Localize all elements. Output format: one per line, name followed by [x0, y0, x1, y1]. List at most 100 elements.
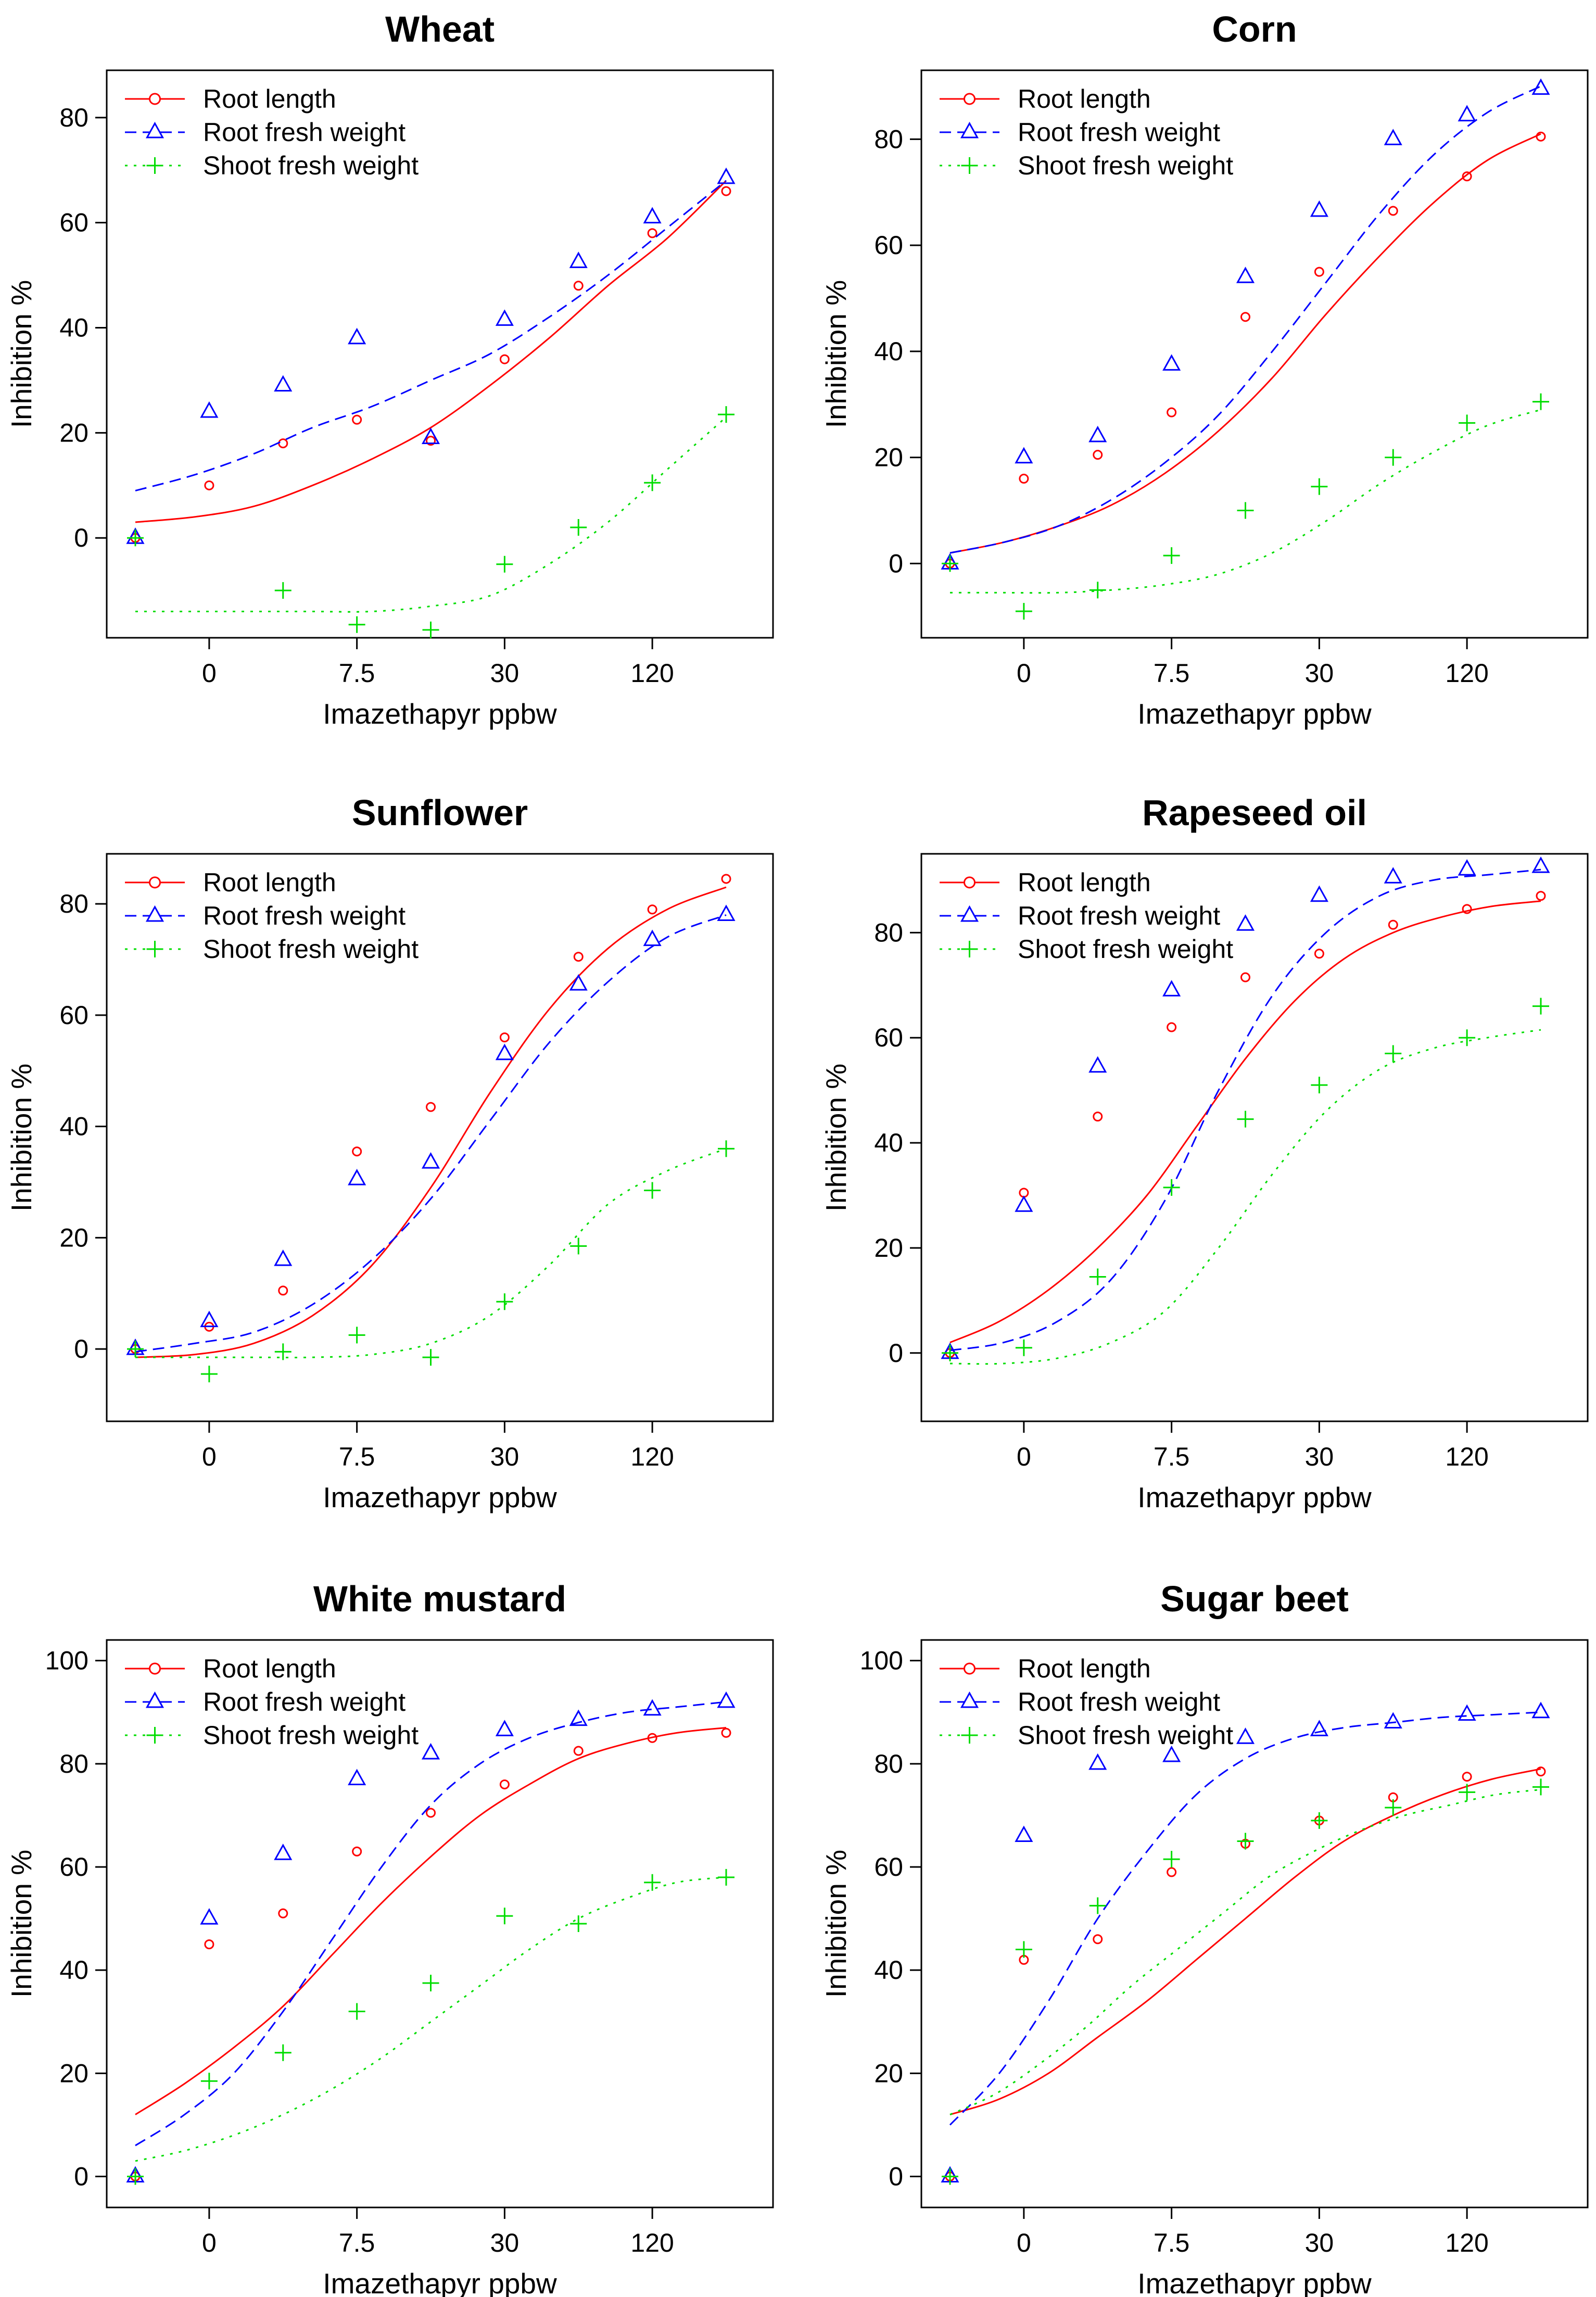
legend-label: Shoot fresh weight — [203, 151, 419, 180]
y-tick-label: 20 — [59, 418, 88, 447]
data-point-shoot-fresh-weight — [1311, 1812, 1328, 1829]
legend-symbol-plus — [146, 941, 163, 957]
x-tick-label: 0 — [1017, 659, 1031, 688]
data-point-root-length — [1240, 972, 1250, 982]
x-axis-label: Imazethapyr ppbw — [323, 1481, 557, 1513]
data-point-root-length — [426, 1102, 436, 1112]
data-point-shoot-fresh-weight — [496, 1293, 513, 1310]
y-tick-label: 0 — [889, 2162, 903, 2191]
legend-symbol-circle — [964, 876, 976, 889]
data-point-shoot-fresh-weight — [718, 1140, 734, 1157]
data-point-root-fresh-weight — [1015, 1825, 1033, 1842]
legend-label: Root fresh weight — [1018, 1687, 1220, 1717]
data-point-root-length — [1167, 1867, 1177, 1877]
y-tick-label: 80 — [874, 1749, 903, 1778]
x-tick-label: 30 — [490, 2228, 520, 2257]
fit-curve-root-length — [135, 180, 727, 523]
y-tick-label: 80 — [874, 124, 903, 154]
fit-curve-shoot-fresh-weight — [949, 1029, 1541, 1365]
x-axis-label: Imazethapyr ppbw — [323, 2267, 557, 2297]
legend-symbol-circle — [964, 1662, 976, 1675]
data-point-root-length — [721, 186, 731, 196]
x-tick-label: 120 — [1445, 659, 1488, 688]
data-point-root-length — [499, 1779, 510, 1789]
data-point-shoot-fresh-weight — [570, 1238, 587, 1255]
data-point-shoot-fresh-weight — [200, 2073, 218, 2090]
fit-curve-root-length — [949, 133, 1541, 554]
panel-white-mustard: White mustard 0 20 40 60 80 100 0 7.5 30 120 Imazet… — [5, 1579, 774, 2297]
x-tick-label: 7.5 — [339, 659, 375, 688]
data-point-root-length — [647, 904, 657, 915]
y-axis-label: Inhibition % — [820, 280, 852, 428]
legend-label: Root fresh weight — [203, 1687, 406, 1717]
legend: Root length Root fresh weight Shoot fresh … — [125, 1654, 419, 1750]
panel-sunflower: Sunflower 0 20 40 60 80 0 7.5 30 120 Imazethapyr p… — [5, 792, 774, 1513]
series-root-fresh-weight — [126, 904, 736, 1355]
data-point-root-fresh-weight — [569, 251, 588, 268]
fit-curve-shoot-fresh-weight — [135, 416, 727, 613]
plot-frame — [920, 853, 1589, 1422]
fit-curve-root-length — [135, 1727, 727, 2115]
data-point-root-length — [352, 1146, 362, 1157]
data-point-root-length — [1240, 312, 1250, 322]
x-tick-label: 7.5 — [1154, 1442, 1190, 1471]
data-point-root-fresh-weight — [1384, 1712, 1402, 1729]
fit-curve-shoot-fresh-weight — [135, 1147, 727, 1358]
fit-curve-root-fresh-weight — [135, 914, 727, 1353]
y-axis-label: Inhibition % — [820, 1064, 852, 1211]
fit-curve-shoot-fresh-weight — [949, 409, 1541, 594]
plot-frame — [106, 853, 774, 1422]
data-point-root-fresh-weight — [1458, 1704, 1476, 1721]
data-point-root-fresh-weight — [1531, 856, 1550, 873]
data-point-shoot-fresh-weight — [348, 1327, 365, 1344]
y-tick-label: 80 — [59, 103, 88, 132]
data-point-root-fresh-weight — [495, 1720, 514, 1736]
data-point-shoot-fresh-weight — [942, 1344, 958, 1361]
data-point-shoot-fresh-weight — [1459, 414, 1476, 432]
plot-frame — [106, 69, 774, 639]
data-point-root-fresh-weight — [1236, 914, 1255, 931]
legend: Root length Root fresh weight Shoot fresh … — [940, 1654, 1233, 1750]
legend-symbol-plus — [961, 157, 978, 174]
legend-symbol-triangle — [960, 905, 979, 922]
fit-curve-root-fresh-weight — [949, 868, 1541, 1352]
y-tick-label: 20 — [874, 2059, 903, 2088]
series-shoot-fresh-weight — [127, 1869, 734, 2185]
x-tick-label: 120 — [630, 2228, 674, 2257]
data-point-root-fresh-weight — [1236, 267, 1255, 283]
series-root-fresh-weight — [126, 167, 736, 544]
legend-label: Root fresh weight — [1018, 901, 1220, 930]
legend: Root length Root fresh weight Shoot fresh … — [940, 84, 1233, 180]
data-point-root-fresh-weight — [1088, 1753, 1107, 1770]
legend: Root length Root fresh weight Shoot fresh … — [940, 868, 1233, 964]
legend-symbol-triangle — [960, 1691, 979, 1708]
data-point-root-fresh-weight — [1531, 78, 1550, 95]
data-point-shoot-fresh-weight — [422, 1974, 439, 1991]
y-axis-label: Inhibition % — [5, 280, 37, 428]
data-point-root-length — [1462, 904, 1472, 914]
data-point-root-fresh-weight — [348, 1769, 366, 1786]
y-tick-label: 0 — [74, 2162, 88, 2191]
data-point-shoot-fresh-weight — [1163, 1179, 1180, 1196]
fit-curve-root-length — [949, 900, 1541, 1343]
data-point-shoot-fresh-weight — [1237, 1833, 1254, 1850]
data-point-shoot-fresh-weight — [644, 474, 661, 491]
data-point-shoot-fresh-weight — [1311, 478, 1328, 495]
plot-frame — [920, 69, 1589, 639]
legend: Root length Root fresh weight Shoot fresh … — [125, 84, 419, 180]
data-point-root-fresh-weight — [348, 327, 366, 345]
series-root-fresh-weight — [126, 1691, 736, 2183]
x-tick-label: 0 — [1017, 2228, 1031, 2257]
y-tick-label: 60 — [874, 231, 903, 260]
data-point-root-length — [1093, 1112, 1103, 1122]
data-point-shoot-fresh-weight — [570, 1915, 587, 1932]
data-point-root-fresh-weight — [1088, 425, 1107, 443]
data-point-shoot-fresh-weight — [1089, 1897, 1106, 1914]
legend-label: Root length — [1018, 84, 1151, 113]
fit-curve-root-fresh-weight — [949, 85, 1541, 554]
series-shoot-fresh-weight — [942, 1778, 1549, 2185]
y-tick-label: 40 — [874, 1128, 903, 1157]
x-axis-label: Imazethapyr ppbw — [1137, 2267, 1372, 2297]
y-tick-label: 60 — [59, 1001, 88, 1030]
